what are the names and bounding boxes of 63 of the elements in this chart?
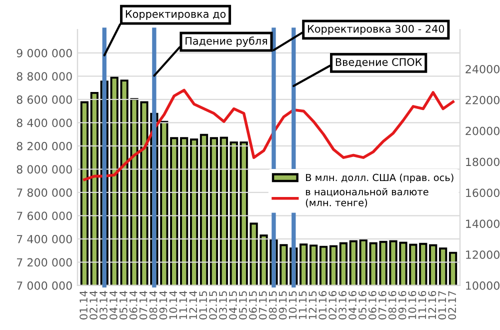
y2-tick-label: 20000 bbox=[466, 126, 500, 136]
ref-line-label: Падение рубля bbox=[186, 36, 267, 47]
y-tick-label: 8 600 000 bbox=[16, 95, 72, 104]
y2-tick-label: 22000 bbox=[466, 96, 500, 104]
y2-tick-label: 18000 bbox=[466, 158, 500, 166]
x-tick-label: 06.14 bbox=[129, 290, 138, 320]
x-tick-label: 03.15 bbox=[219, 291, 227, 320]
x-tick-label: 04.14 bbox=[110, 290, 118, 320]
x-tick-label: 07.16 bbox=[378, 290, 386, 320]
x-tick-label: 10.16 bbox=[408, 290, 416, 319]
x-tick-label: 08.15 bbox=[268, 291, 277, 320]
x-tick-label: 12.14 bbox=[189, 290, 197, 319]
x-tick-label: 08.14 bbox=[149, 290, 158, 320]
x-tick-label: 09.16 bbox=[398, 290, 406, 320]
y-tick-label: 9 000 000 bbox=[16, 48, 72, 58]
y-tick-label: 8 800 000 bbox=[16, 72, 72, 81]
x-tick-label: 03.16 bbox=[338, 290, 346, 320]
x-tick-label: 12.15 bbox=[308, 291, 317, 319]
y-tick-label: 7 800 000 bbox=[17, 188, 72, 197]
x-tick-label: 10.15 bbox=[288, 291, 297, 319]
legend-label: В млн. долл. США (прав. ось) bbox=[306, 174, 454, 184]
ref-line-label: Корректировка 300 - 240 bbox=[308, 24, 444, 35]
x-tick-label: 06.16 bbox=[368, 290, 376, 320]
x-tick-label: 09.15 bbox=[278, 291, 287, 320]
x-tick-label: 02.15 bbox=[209, 291, 217, 320]
y2-tick-label: 24000 bbox=[466, 64, 500, 74]
x-tick-label: 01.16 bbox=[318, 290, 327, 320]
y2-tick-label: 12000 bbox=[466, 250, 500, 259]
y2-tick-label: 10000 bbox=[466, 281, 500, 290]
y-tick-label: 7 000 000 bbox=[17, 281, 72, 290]
x-tick-label: 09.14 bbox=[159, 290, 168, 320]
y-tick-label: 7 400 000 bbox=[17, 234, 72, 244]
x-tick-label: 05.14 bbox=[119, 290, 128, 320]
x-tick-label: 04.16 bbox=[348, 290, 356, 320]
x-tick-label: 08.16 bbox=[388, 290, 396, 320]
x-tick-label: 02.14 bbox=[90, 290, 98, 320]
x-tick-label: 02.16 bbox=[328, 290, 337, 320]
legend-label: в национальной валюте (млн. тенге) bbox=[306, 188, 428, 208]
x-tick-label: 02.17 bbox=[448, 291, 456, 320]
x-tick-label: 04.15 bbox=[229, 291, 237, 320]
x-tick-label: 05.15 bbox=[238, 291, 247, 320]
x-tick-label: 10.14 bbox=[169, 290, 178, 319]
y2-tick-label: 16000 bbox=[466, 188, 500, 198]
x-tick-label: 01.14 bbox=[80, 290, 88, 320]
x-tick-label: 07.14 bbox=[139, 290, 148, 320]
x-tick-label: 06.15 bbox=[248, 291, 257, 320]
x-tick-label: 12.16 bbox=[428, 290, 436, 319]
y-tick-label: 7 200 000 bbox=[17, 258, 72, 267]
x-tick-label: 03.14 bbox=[100, 290, 108, 320]
x-tick-label: 01.15 bbox=[199, 291, 208, 320]
x-tick-label: 11.14 bbox=[179, 290, 187, 319]
x-tick-label: 05.16 bbox=[358, 290, 366, 320]
x-tick-label: 11.15 bbox=[298, 291, 307, 319]
ref-line-label: Корректировка до bbox=[126, 10, 226, 20]
x-tick-label: 11.16 bbox=[418, 290, 426, 319]
y2-tick-label: 14000 bbox=[466, 220, 500, 228]
y-tick-label: 7 600 000 bbox=[17, 212, 72, 220]
ref-line-label: Введение СПОК bbox=[336, 58, 422, 68]
y-tick-label: 8 000 000 bbox=[16, 165, 72, 174]
y-tick-label: 8 200 000 bbox=[16, 142, 72, 150]
y-tick-label: 8 400 000 bbox=[16, 118, 72, 128]
x-tick-label: 01.17 bbox=[438, 291, 446, 320]
x-tick-label: 07.15 bbox=[258, 291, 267, 320]
